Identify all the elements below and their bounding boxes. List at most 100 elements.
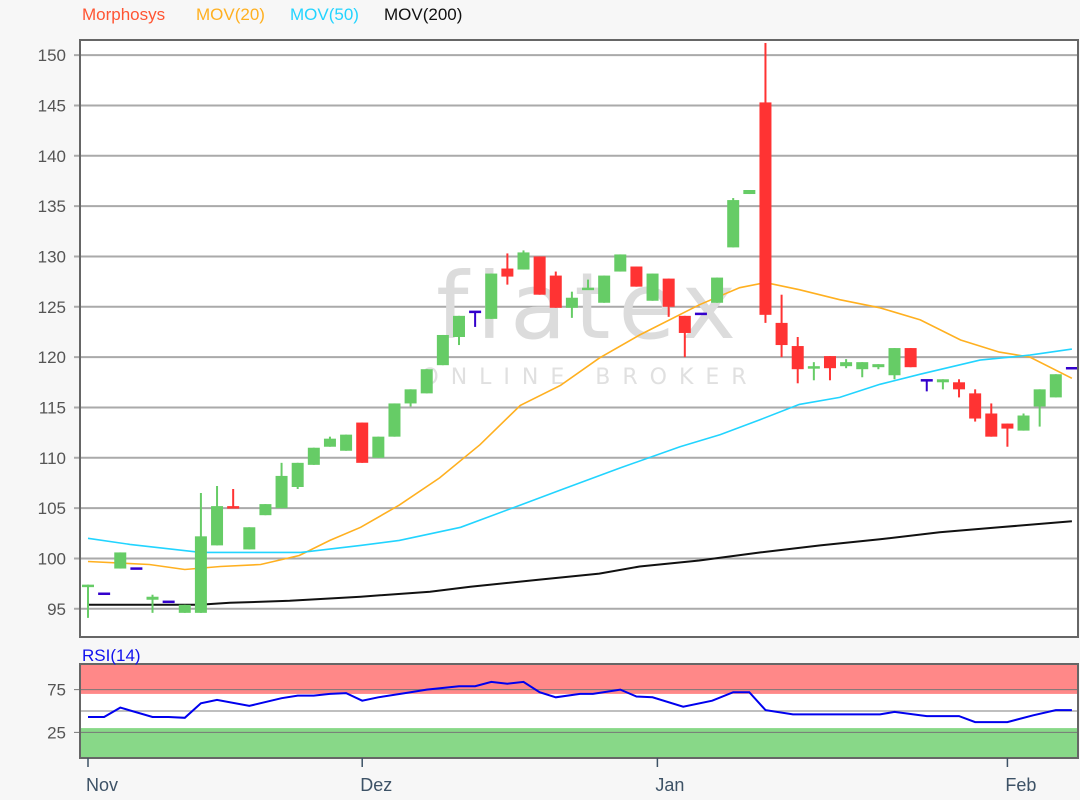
candle	[807, 362, 820, 381]
watermark-tagline: ONLINE BROKER	[421, 365, 758, 390]
candle-body	[114, 552, 127, 569]
candle-body	[614, 254, 627, 272]
rsi-band	[80, 664, 1078, 694]
candle	[743, 190, 756, 195]
candle	[614, 254, 627, 272]
candle-body	[307, 447, 320, 465]
candle-body	[452, 315, 465, 337]
candle	[920, 379, 933, 392]
candle	[307, 447, 320, 465]
candle	[227, 489, 240, 509]
candle	[452, 315, 465, 346]
y-tick-label: 100	[38, 549, 66, 568]
candle-body	[388, 403, 401, 437]
candle-body	[743, 190, 756, 195]
candle	[856, 362, 869, 378]
candle	[356, 422, 369, 463]
candle-body	[856, 362, 869, 370]
y-tick-label: 150	[38, 46, 66, 65]
candle-body	[130, 567, 143, 570]
candle	[646, 273, 659, 301]
candle	[533, 256, 546, 295]
candle-body	[211, 506, 224, 546]
candle-body	[582, 287, 595, 291]
candle	[517, 250, 530, 270]
x-tick-label: Dez	[360, 775, 392, 795]
plot-border	[79, 39, 1079, 638]
legend-mov200: MOV(200)	[384, 5, 462, 24]
candle-body	[920, 379, 933, 382]
candle	[114, 552, 127, 569]
candle-body	[485, 273, 498, 319]
candle	[904, 348, 917, 368]
candle-body	[517, 252, 530, 270]
candle	[194, 493, 207, 613]
x-tick-label: Nov	[86, 775, 118, 795]
candle-body	[501, 268, 514, 277]
candle-body	[1001, 423, 1014, 429]
candle-body	[227, 506, 240, 509]
candle	[211, 485, 224, 546]
rsi-y-tick-label: 75	[47, 681, 66, 700]
y-tick-label: 115	[39, 398, 66, 417]
candle	[694, 312, 707, 316]
candle	[130, 567, 143, 570]
candle	[436, 334, 449, 366]
y-tick-label: 130	[38, 247, 66, 266]
candle	[420, 369, 433, 394]
rsi-label: RSI(14)	[82, 646, 141, 665]
candle-body	[372, 436, 385, 458]
candle	[243, 527, 256, 550]
candle	[372, 436, 385, 458]
candle	[549, 271, 562, 308]
candle	[791, 336, 804, 384]
candle	[1033, 389, 1046, 427]
candle-body	[630, 266, 643, 287]
candle-body	[904, 348, 917, 368]
candle-body	[840, 362, 853, 367]
ma-line-mov200	[88, 520, 1072, 606]
candle	[291, 462, 304, 490]
candle	[82, 584, 94, 618]
candle-body	[791, 346, 804, 370]
candle-body	[662, 278, 675, 307]
candle-body	[727, 200, 740, 248]
candle	[162, 600, 175, 604]
candle-body	[549, 275, 562, 308]
candle-body	[1049, 374, 1062, 398]
candle-body	[646, 273, 659, 301]
candle-body	[678, 315, 691, 333]
ma-line-mov20	[87, 281, 1073, 571]
y-tick-label: 145	[38, 96, 66, 115]
candle	[630, 266, 643, 287]
rsi-border	[79, 663, 1079, 759]
candle	[259, 504, 272, 516]
candle	[323, 436, 336, 447]
candle	[485, 273, 498, 319]
candle	[969, 389, 982, 422]
rsi-line	[88, 680, 1072, 724]
candle	[404, 389, 417, 407]
y-tick-label: 140	[38, 147, 66, 166]
y-tick-label: 110	[39, 449, 66, 468]
candle	[146, 594, 159, 613]
candle	[388, 403, 401, 437]
rsi-y-tick-label: 25	[47, 723, 66, 742]
rsi-band	[80, 728, 1078, 758]
candle-body	[775, 322, 788, 346]
candle-body	[469, 310, 482, 314]
candle-body	[1017, 415, 1030, 431]
candle-body	[162, 600, 175, 604]
candle-body	[356, 422, 369, 463]
candle-body	[98, 592, 111, 596]
y-tick-label: 125	[38, 298, 66, 317]
legend-mov50: MOV(50)	[290, 5, 359, 24]
candle	[469, 310, 482, 327]
candle	[501, 253, 514, 285]
candle-body	[888, 348, 901, 376]
legend-mov20: MOV(20)	[196, 5, 265, 24]
candle-body	[178, 604, 191, 613]
candle	[711, 277, 724, 303]
candle	[840, 359, 853, 369]
